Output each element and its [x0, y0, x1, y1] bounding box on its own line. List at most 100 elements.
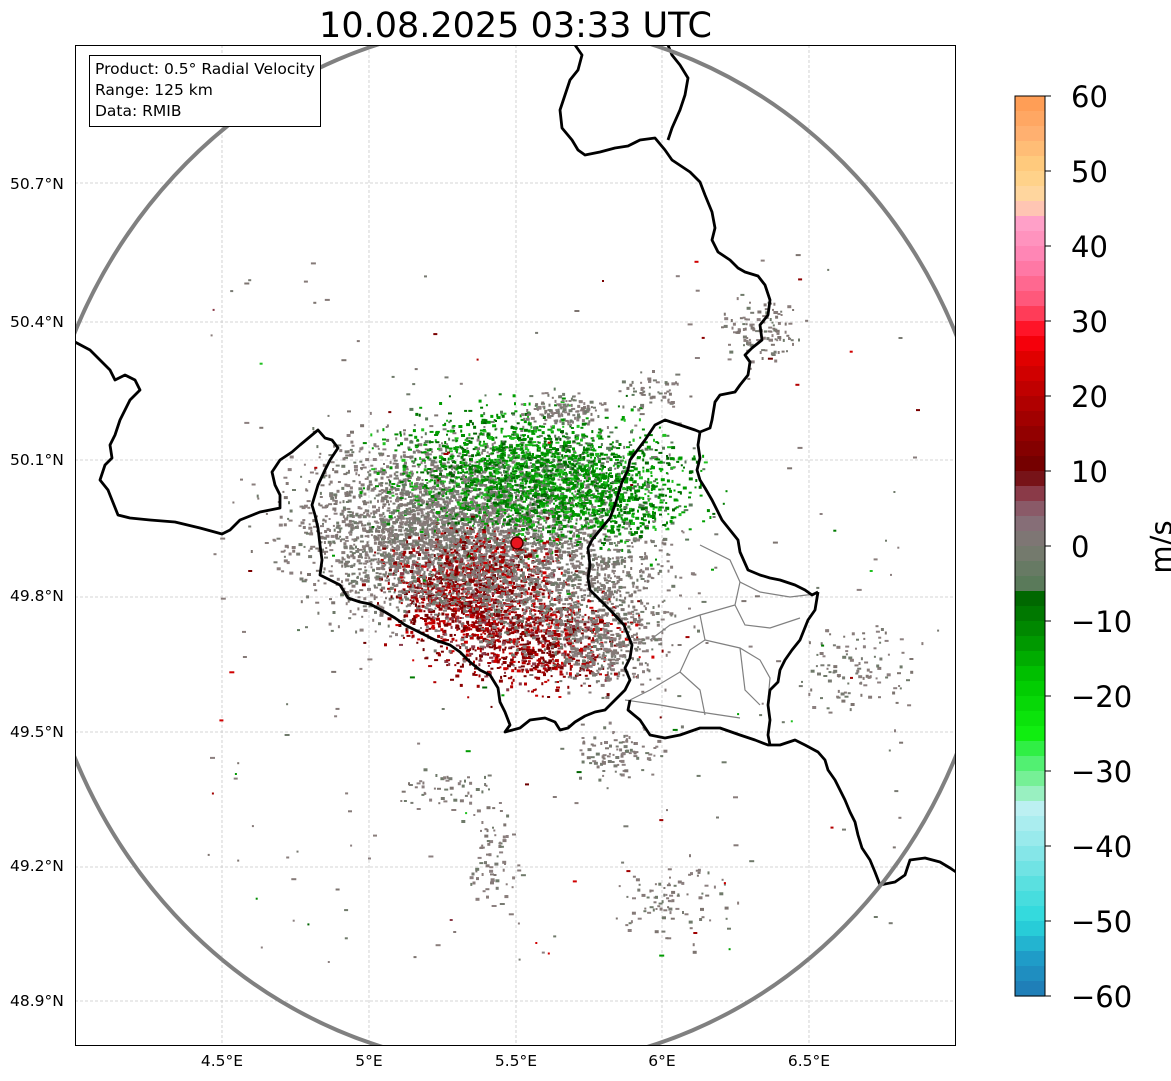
colorbar-segment [1015, 516, 1045, 532]
colorbar-segment [1015, 786, 1045, 802]
colorbar-segment [1015, 591, 1045, 607]
colorbar-tick-label: −40 [1071, 830, 1133, 864]
colorbar-segment [1015, 681, 1045, 697]
colorbar-tick-label: −20 [1071, 680, 1133, 714]
colorbar-segment [1015, 576, 1045, 592]
colorbar-segment [1015, 426, 1045, 442]
colorbar-segment [1015, 696, 1045, 712]
colorbar-segment [1015, 561, 1045, 577]
colorbar-segment [1015, 951, 1045, 967]
colorbar-segment [1015, 246, 1045, 262]
colorbar-segment [1015, 861, 1045, 877]
info-data: Data: RMIB [95, 102, 182, 120]
border-northeast [666, 45, 690, 141]
colorbar-tick-label: −60 [1071, 980, 1133, 1014]
velocity-colorbar [1014, 95, 1051, 997]
radar-site-marker [510, 536, 524, 550]
colorbar-segment [1015, 186, 1045, 202]
colorbar-segment [1015, 306, 1045, 322]
product-info-box: Product: 0.5° Radial Velocity Range: 125… [89, 55, 321, 127]
colorbar-tick-label: −50 [1071, 905, 1133, 939]
colorbar-segment [1015, 921, 1045, 937]
colorbar-tick-label: 40 [1071, 230, 1108, 264]
colorbar-segment [1015, 336, 1045, 352]
colorbar-segment [1015, 456, 1045, 472]
lon-tick-label: 5°E [355, 1052, 383, 1070]
colorbar-segment [1015, 501, 1045, 517]
colorbar-segment [1015, 366, 1045, 382]
echo-pixels [207, 254, 940, 963]
radar-echoes [207, 254, 940, 963]
colorbar-segment [1015, 711, 1045, 727]
colorbar-segment [1015, 846, 1045, 862]
colorbar-segment [1015, 666, 1045, 682]
colorbar-segment [1015, 96, 1045, 112]
colorbar-segment [1015, 966, 1045, 982]
colorbar-segment [1015, 261, 1045, 277]
colorbar-segment [1015, 936, 1045, 952]
colorbar-segment [1015, 756, 1045, 772]
colorbar-segment [1015, 726, 1045, 742]
colorbar-segment [1015, 156, 1045, 172]
info-range: Range: 125 km [95, 81, 213, 99]
colorbar-segment [1015, 291, 1045, 307]
lon-tick-label: 5.5°E [494, 1052, 538, 1070]
colorbar-tick-label: 50 [1071, 155, 1108, 189]
lat-tick-label: 48.9°N [10, 992, 64, 1010]
lat-tick-label: 50.4°N [10, 313, 64, 331]
lat-tick-label: 49.5°N [10, 723, 64, 741]
colorbar-tick-label: 30 [1071, 305, 1108, 339]
lat-tick-label: 49.8°N [10, 587, 64, 605]
colorbar-unit-label: m/s [1144, 520, 1171, 574]
colorbar-segment [1015, 216, 1045, 232]
colorbar-segment [1015, 891, 1045, 907]
colorbar-segment [1015, 636, 1045, 652]
colorbar-segment [1015, 486, 1045, 502]
border-south [626, 699, 956, 887]
border-north [558, 45, 819, 597]
colorbar-segment [1015, 801, 1045, 817]
colorbar-segment [1015, 276, 1045, 292]
colorbar-tick-label: 20 [1071, 380, 1108, 414]
colorbar-segment [1015, 141, 1045, 157]
colorbar-segment [1015, 351, 1045, 367]
colorbar-segment [1015, 981, 1045, 997]
lon-tick-label: 4.5°E [200, 1052, 244, 1070]
colorbar-segment [1015, 876, 1045, 892]
colorbar-segment [1015, 411, 1045, 427]
lat-tick-label: 49.2°N [10, 857, 64, 875]
info-product: Product: 0.5° Radial Velocity [95, 60, 315, 78]
colorbar-segment [1015, 546, 1045, 562]
colorbar-tick-label: 10 [1071, 455, 1108, 489]
colorbar-tick-label: 60 [1071, 80, 1108, 114]
colorbar-segment [1015, 906, 1045, 922]
colorbar-segment [1015, 771, 1045, 787]
colorbar-segment [1015, 606, 1045, 622]
colorbar-segment [1015, 741, 1045, 757]
map-frame [75, 45, 956, 1046]
lat-tick-label: 50.1°N [10, 451, 64, 469]
colorbar-segment [1015, 531, 1045, 547]
border-west [75, 340, 701, 734]
country-borders [75, 45, 956, 887]
colorbar-tick-label: −10 [1071, 605, 1133, 639]
lat-tick-label: 50.7°N [10, 175, 64, 193]
colorbar-segment [1015, 171, 1045, 187]
colorbar-segment [1015, 816, 1045, 832]
colorbar-tick-label: 0 [1071, 530, 1090, 564]
colorbar-segment [1015, 381, 1045, 397]
border-luxembourg-east [766, 591, 820, 746]
lon-tick-label: 6.5°E [787, 1052, 831, 1070]
colorbar-tick-label: −30 [1071, 755, 1133, 789]
colorbar-segment [1015, 321, 1045, 337]
colorbar-segment [1015, 471, 1045, 487]
colorbar-segment [1015, 651, 1045, 667]
colorbar-segment [1015, 111, 1045, 127]
luxembourg-region-borders [624, 544, 816, 719]
colorbar-segment [1015, 201, 1045, 217]
lon-tick-label: 6°E [648, 1052, 676, 1070]
colorbar-segment [1015, 621, 1045, 637]
colorbar-segment [1015, 126, 1045, 142]
colorbar-segment [1015, 396, 1045, 412]
